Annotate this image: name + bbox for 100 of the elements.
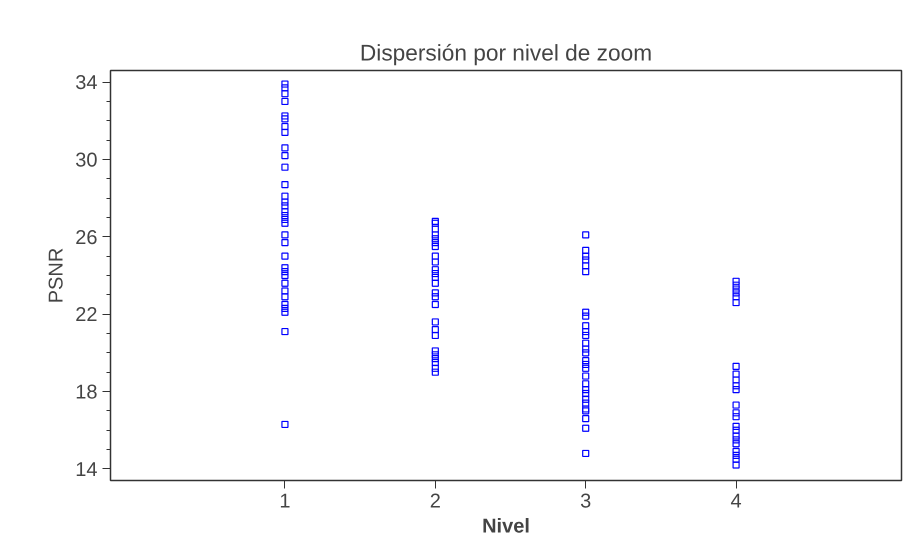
point	[281, 420, 289, 428]
y-tick-label: 18	[75, 382, 98, 404]
point	[732, 422, 740, 430]
point	[281, 212, 289, 220]
point	[732, 278, 740, 285]
point	[432, 258, 439, 266]
point	[582, 268, 590, 276]
point	[732, 382, 740, 390]
point	[281, 90, 289, 98]
point	[582, 356, 590, 364]
point	[432, 266, 439, 274]
point	[732, 432, 740, 440]
point	[432, 289, 439, 297]
y-tick-label: 14	[75, 458, 98, 481]
point	[732, 401, 740, 409]
point	[582, 252, 590, 260]
y-tick-label: 30	[75, 149, 98, 172]
point	[732, 448, 740, 456]
point	[582, 424, 590, 432]
point	[432, 326, 439, 334]
point	[732, 440, 740, 448]
point	[732, 376, 740, 384]
point	[281, 300, 289, 308]
point	[432, 300, 439, 308]
point	[281, 308, 289, 316]
point	[582, 380, 590, 388]
chart-title: Dispersión por nivel de zoom	[360, 40, 652, 66]
point	[732, 426, 740, 434]
point	[281, 264, 289, 272]
point	[582, 349, 590, 356]
point	[281, 112, 289, 120]
point	[281, 252, 289, 260]
point	[281, 98, 289, 106]
point	[432, 252, 439, 260]
point	[582, 450, 590, 458]
point	[281, 164, 289, 171]
point	[732, 456, 740, 463]
point	[281, 181, 289, 188]
point	[582, 396, 590, 403]
point	[432, 280, 439, 287]
point	[432, 274, 439, 282]
point	[732, 298, 740, 306]
point	[281, 192, 289, 200]
point	[432, 225, 439, 233]
point	[582, 364, 590, 372]
x-axis-title: Nivel	[482, 516, 530, 538]
point	[732, 386, 740, 394]
point	[432, 364, 439, 372]
y-tick-label: 34	[75, 72, 98, 94]
point	[281, 208, 289, 216]
y-tick-label: 26	[75, 226, 98, 249]
point	[281, 80, 289, 88]
point	[582, 332, 590, 340]
x-tick-label: 4	[730, 490, 742, 512]
point	[281, 304, 289, 312]
point	[281, 198, 289, 206]
point	[582, 345, 590, 353]
point	[732, 289, 740, 297]
point	[732, 461, 740, 469]
point	[582, 328, 590, 336]
point	[432, 218, 439, 225]
point	[432, 355, 439, 362]
point	[582, 400, 590, 407]
point	[582, 312, 590, 320]
point	[281, 144, 289, 152]
x-tick-label: 3	[580, 490, 592, 512]
point	[281, 115, 289, 122]
point	[281, 122, 289, 130]
point	[432, 239, 439, 246]
point	[281, 216, 289, 224]
point	[281, 239, 289, 246]
point	[281, 231, 289, 238]
point	[582, 407, 590, 414]
point	[432, 270, 439, 278]
point	[732, 293, 740, 300]
point	[281, 272, 289, 280]
point	[432, 368, 439, 376]
point	[582, 308, 590, 316]
point	[281, 202, 289, 210]
point	[432, 351, 439, 358]
point	[432, 347, 439, 355]
point	[732, 413, 740, 420]
point	[582, 372, 590, 380]
point	[432, 293, 439, 300]
point	[281, 220, 289, 227]
point	[732, 282, 740, 289]
point	[281, 152, 289, 160]
point	[281, 280, 289, 287]
point	[732, 370, 740, 378]
point	[582, 256, 590, 264]
point	[432, 242, 439, 250]
point	[582, 415, 590, 422]
point	[582, 386, 590, 394]
y-tick-label: 22	[75, 304, 98, 326]
point	[582, 360, 590, 368]
point	[582, 340, 590, 347]
point	[432, 235, 439, 242]
point	[582, 322, 590, 330]
point	[281, 328, 289, 336]
point	[281, 84, 289, 92]
